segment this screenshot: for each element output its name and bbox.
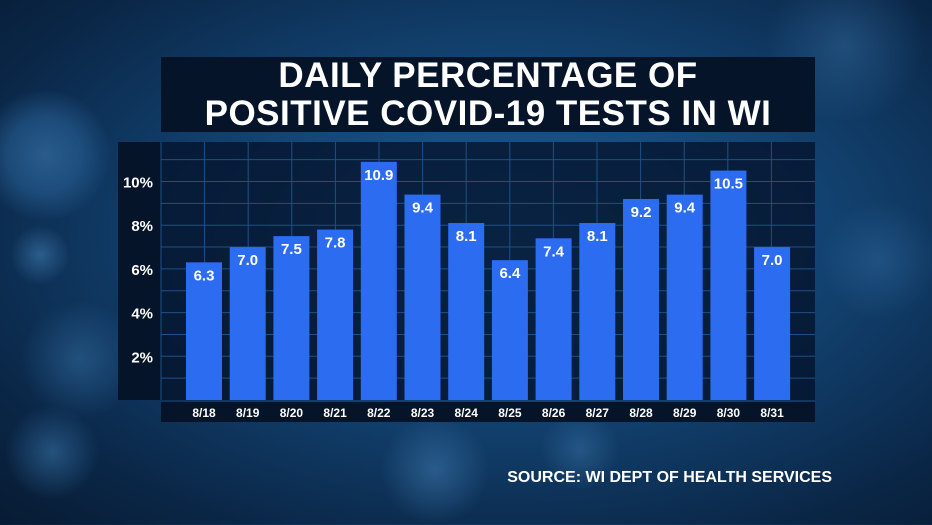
bar <box>579 223 616 400</box>
y-tick-label: 10% <box>123 175 153 192</box>
bar <box>186 262 222 400</box>
y-tick-label: 8% <box>131 218 153 235</box>
bar-value-label: 9.4 <box>674 200 696 217</box>
bar <box>360 161 397 400</box>
x-tick-label: 8/18 <box>192 406 216 420</box>
x-tick-label: 8/20 <box>280 406 304 420</box>
y-axis-panel <box>118 142 161 400</box>
bar-value-label: 9.2 <box>631 204 652 221</box>
bar <box>229 247 266 400</box>
bar-value-label: 10.5 <box>714 176 743 193</box>
virus-decoration <box>5 405 100 500</box>
bar-value-label: 6.4 <box>499 265 521 282</box>
bar <box>317 229 354 400</box>
bar <box>491 260 528 400</box>
source-note: SOURCE: WI DEPT OF HEALTH SERVICES <box>507 469 832 486</box>
bar <box>404 194 441 400</box>
x-tick-label: 8/28 <box>629 406 653 420</box>
bar-value-label: 7.5 <box>281 241 302 258</box>
x-tick-label: 8/31 <box>760 406 784 420</box>
chart-title-line-1: DAILY PERCENTAGE OF <box>278 55 698 95</box>
x-axis-panel <box>161 402 815 422</box>
x-tick-label: 8/24 <box>455 406 479 420</box>
bar <box>448 223 485 400</box>
bar <box>754 247 791 400</box>
virus-decoration <box>380 415 490 525</box>
virus-decoration <box>10 225 70 285</box>
x-tick-label: 8/30 <box>717 406 741 420</box>
bar <box>535 238 572 400</box>
x-tick-label: 8/27 <box>586 406 610 420</box>
x-tick-label: 8/26 <box>542 406 566 420</box>
x-tick-label: 8/19 <box>236 406 260 420</box>
x-tick-label: 8/22 <box>367 406 391 420</box>
bar-value-label: 8.1 <box>456 228 477 245</box>
bar-value-label: 7.0 <box>762 252 783 269</box>
bar <box>666 194 703 400</box>
bar <box>273 236 310 400</box>
bar-value-label: 9.4 <box>412 200 434 217</box>
bar-value-label: 7.0 <box>237 252 258 269</box>
virus-decoration <box>820 200 932 320</box>
bar-value-label: 7.8 <box>325 235 346 252</box>
bar-value-label: 8.1 <box>587 228 608 245</box>
x-tick-label: 8/29 <box>673 406 697 420</box>
chart-title: DAILY PERCENTAGE OF POSITIVE COVID-19 TE… <box>161 55 815 133</box>
x-tick-label: 8/21 <box>323 406 347 420</box>
plot-area <box>161 142 815 400</box>
x-tick-label: 8/23 <box>411 406 435 420</box>
x-tick-label: 8/25 <box>498 406 522 420</box>
chart-title-line-2: POSITIVE COVID-19 TESTS IN WI <box>204 93 772 133</box>
y-tick-label: 2% <box>131 349 153 366</box>
bar <box>623 198 659 400</box>
y-tick-label: 6% <box>131 262 153 279</box>
bar-value-label: 6.3 <box>194 267 215 284</box>
bar-value-label: 10.9 <box>364 167 393 184</box>
virus-decoration <box>540 410 620 490</box>
y-tick-label: 4% <box>131 306 153 323</box>
virus-decoration <box>0 90 110 220</box>
bar <box>710 170 747 400</box>
bar-value-label: 7.4 <box>543 243 565 260</box>
